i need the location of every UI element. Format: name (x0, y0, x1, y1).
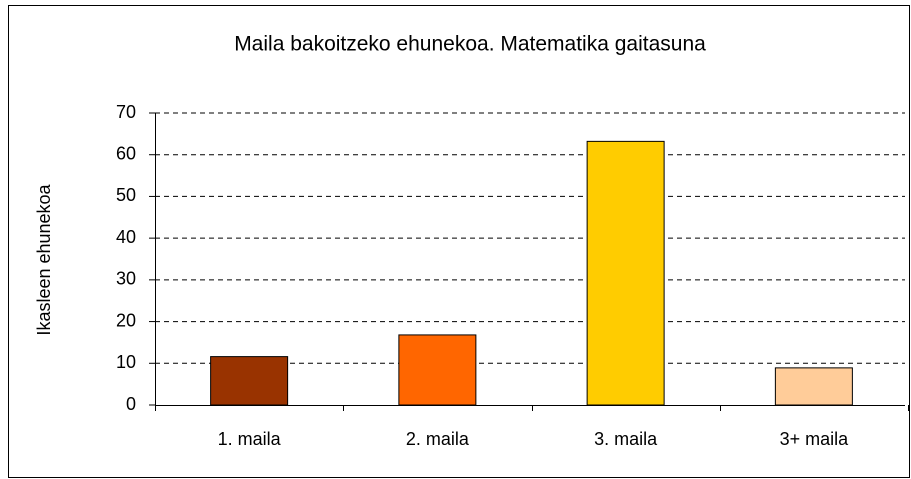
bar (774, 367, 853, 406)
bar (586, 140, 665, 406)
y-tick-label: 30 (116, 269, 136, 289)
y-tick-label: 0 (126, 394, 136, 414)
bar (210, 356, 289, 406)
y-tick-label: 60 (116, 143, 136, 163)
y-tick-label: 50 (116, 185, 136, 205)
y-tick-label: 10 (116, 352, 136, 372)
y-tick-label: 40 (116, 227, 136, 247)
y-tick-label: 70 (116, 102, 136, 122)
x-tick-label: 1. maila (218, 429, 282, 449)
x-tick-label: 2. maila (406, 429, 470, 449)
y-tick-label: 20 (116, 310, 136, 330)
chart-border (8, 5, 910, 478)
chart-title: Maila bakoitzeko ehunekoa. Matematika ga… (234, 33, 706, 56)
bar (398, 334, 477, 406)
x-tick-label: 3. maila (594, 429, 658, 449)
y-axis-label: Ikasleen ehunekoa (34, 183, 54, 335)
x-tick-label: 3+ maila (780, 429, 850, 449)
